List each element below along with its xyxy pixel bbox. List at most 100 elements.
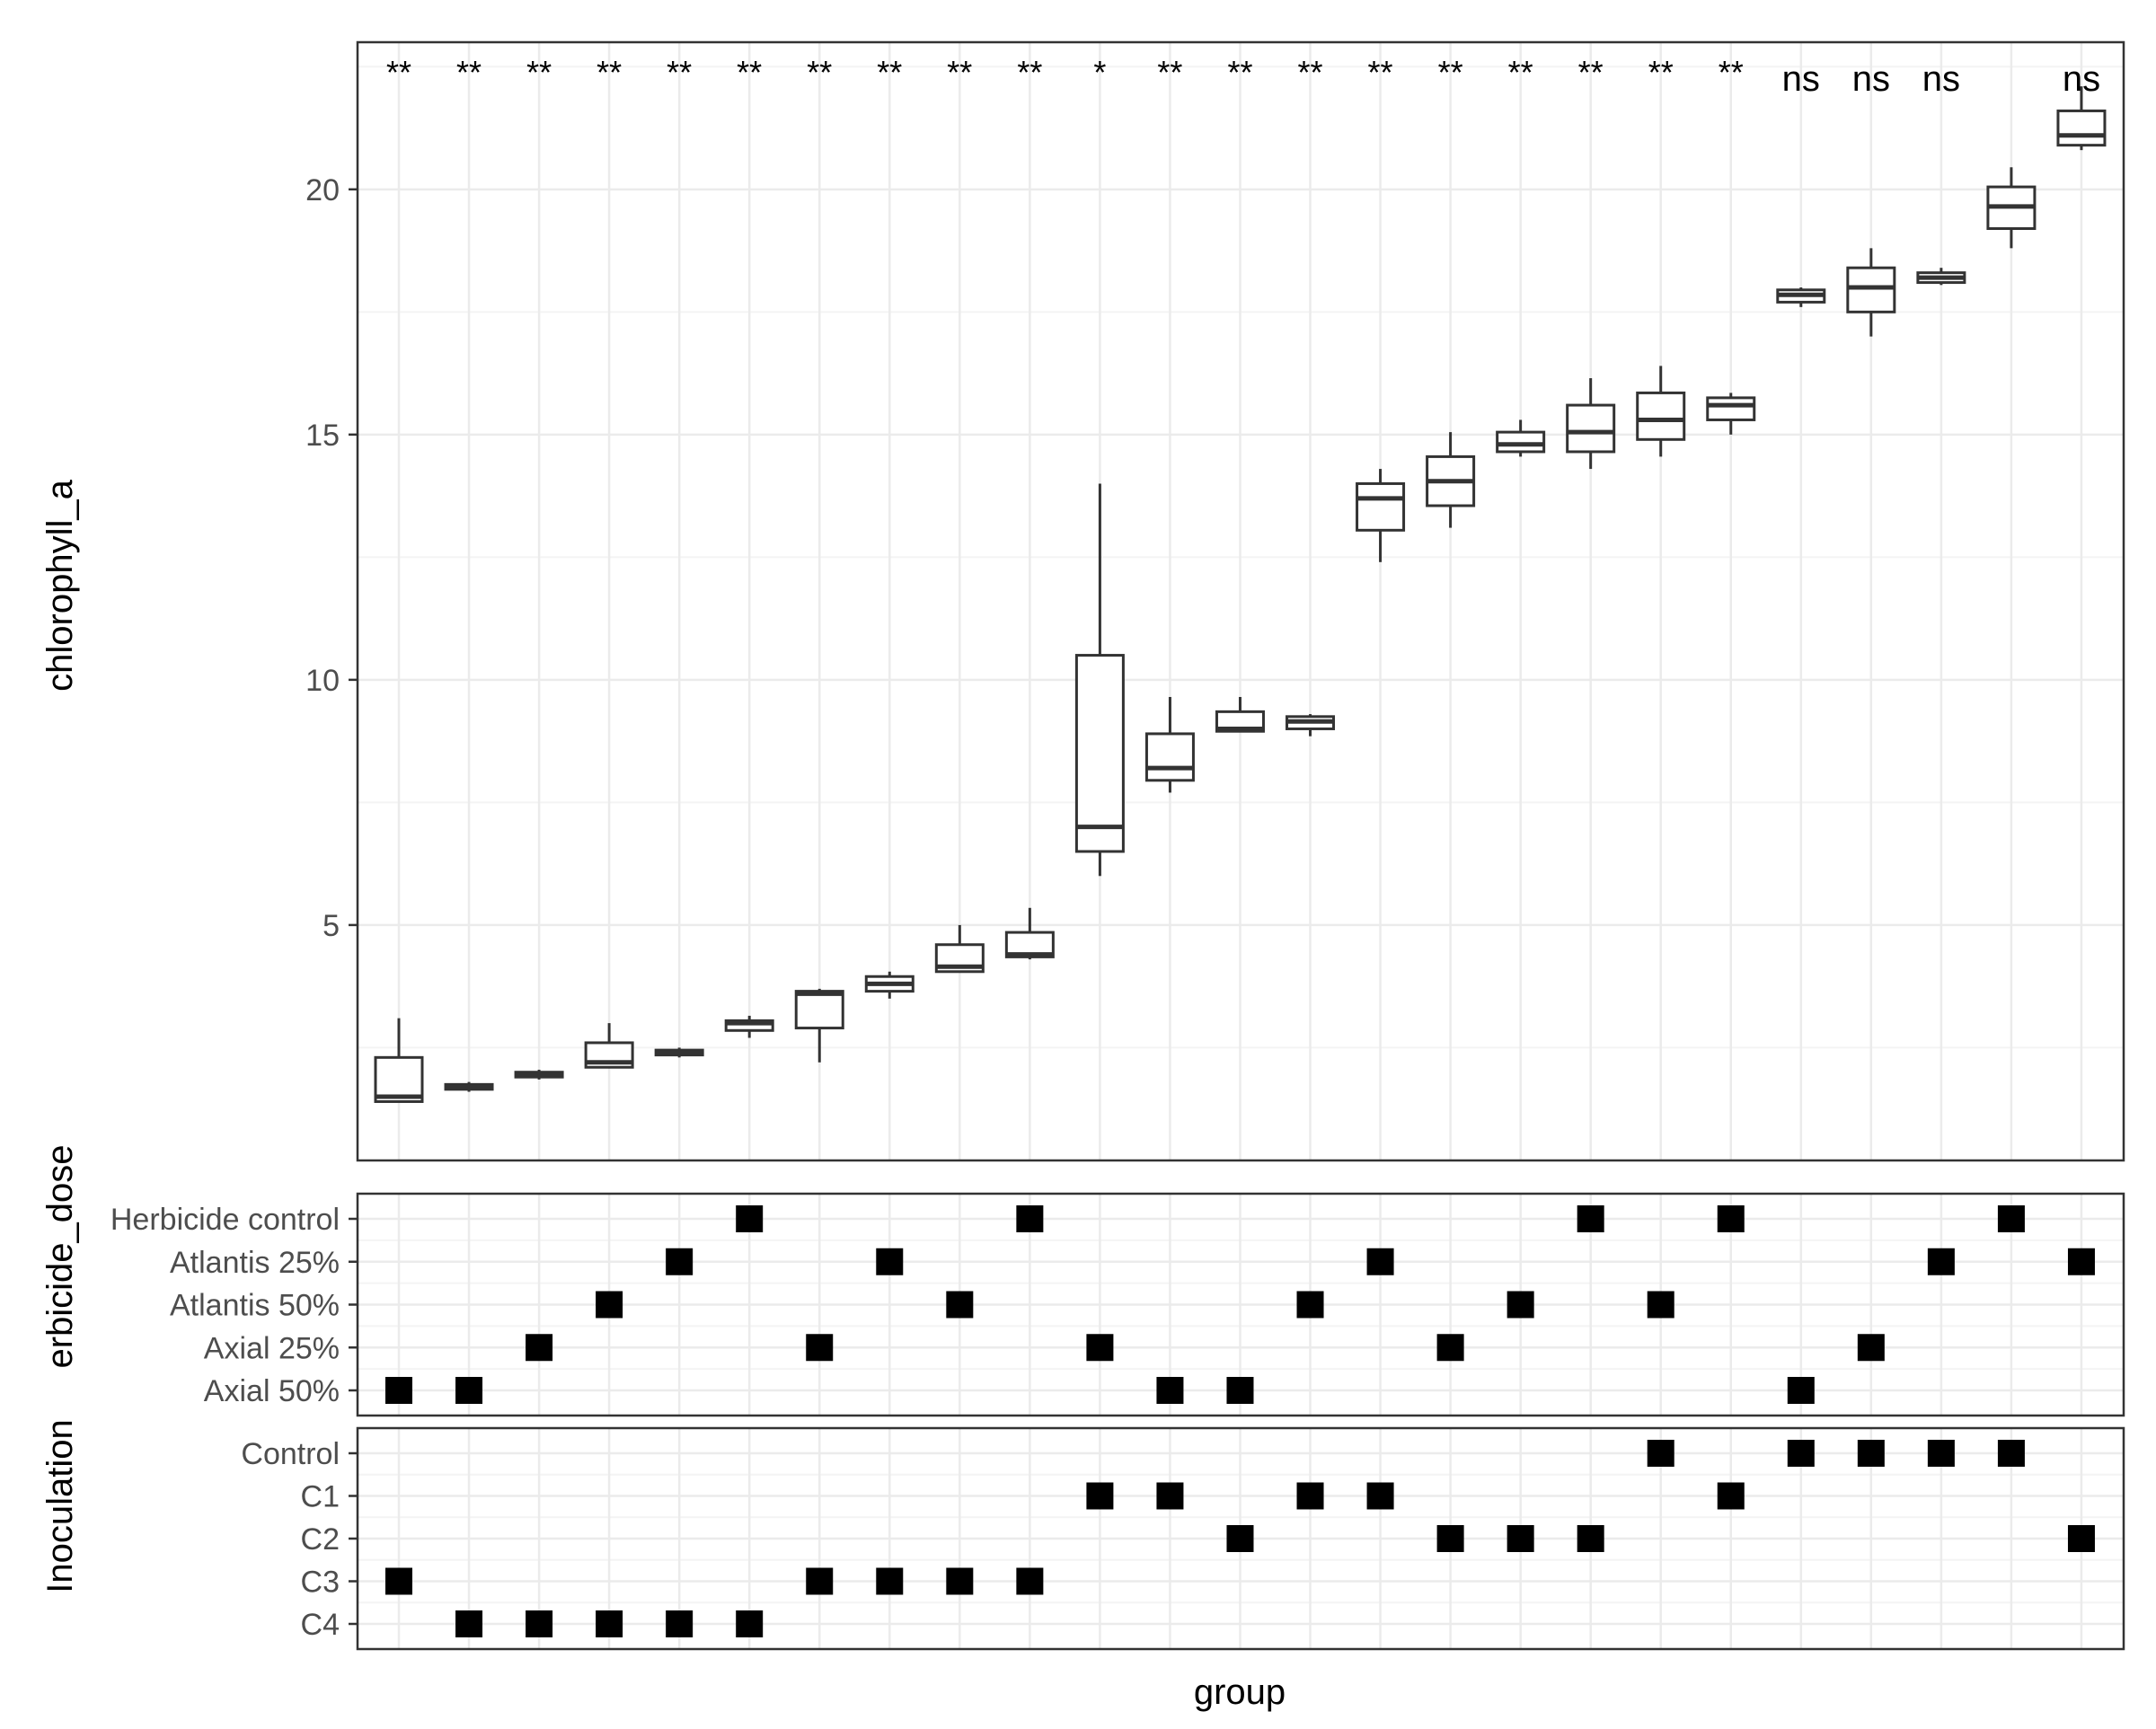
inoculation-marker <box>806 1567 834 1595</box>
inoculation-marker <box>666 1610 694 1637</box>
significance-label: ns <box>2063 59 2100 99</box>
inoculation-marker <box>1156 1482 1184 1510</box>
box-group <box>1706 393 1756 435</box>
box-group <box>1144 696 1195 793</box>
dose-marker <box>1927 1248 1955 1275</box>
dose-marker <box>1436 1334 1464 1362</box>
significance-label: ** <box>667 54 692 91</box>
box-group <box>1004 907 1055 960</box>
dose-marker <box>946 1291 974 1319</box>
dose-marker <box>1086 1334 1114 1362</box>
inoculation-marker <box>455 1610 483 1637</box>
box-group <box>1074 483 1125 877</box>
inoculation-marker <box>736 1610 764 1637</box>
inoculation-level-label: C1 <box>301 1480 340 1514</box>
inoculation-marker <box>1717 1482 1745 1510</box>
box-group <box>794 988 844 1063</box>
significance-label: * <box>1093 54 1106 91</box>
box-iqr-rect <box>1636 391 1686 441</box>
significance-label: ** <box>947 54 972 91</box>
box-group <box>584 1023 634 1069</box>
significance-label: ns <box>1922 59 1960 99</box>
significance-label: ** <box>1157 54 1182 91</box>
x-axis-label: group <box>1194 1672 1286 1712</box>
significance-label: ** <box>1648 54 1674 91</box>
box-iqr-rect <box>374 1055 424 1103</box>
significance-label: ** <box>526 54 552 91</box>
box-group <box>1356 469 1406 562</box>
inoculation-marker <box>1507 1525 1534 1552</box>
box-iqr-rect <box>1215 710 1265 733</box>
text-layer: chlorophyll_a erbicide_dose Inoculation … <box>40 54 2100 1712</box>
inoculation-marker <box>1436 1525 1464 1552</box>
inoculation-level-label: C4 <box>301 1608 340 1642</box>
dose-marker <box>1507 1291 1534 1319</box>
box-group <box>1916 268 1966 286</box>
marks-layer <box>374 86 2107 1637</box>
significance-label: ** <box>1578 54 1604 91</box>
significance-label: ** <box>1227 54 1252 91</box>
dose-level-label: Herbicide control <box>110 1203 340 1237</box>
inoculation-level-label: C3 <box>301 1566 340 1600</box>
inoculation-marker <box>1577 1525 1604 1552</box>
dose-marker <box>1577 1205 1604 1232</box>
dose-marker <box>806 1334 834 1362</box>
significance-label: ** <box>596 54 622 91</box>
dose-marker <box>596 1291 623 1319</box>
box-iqr-rect <box>1144 732 1195 782</box>
dose-marker <box>1226 1377 1254 1404</box>
dose-marker <box>736 1205 764 1232</box>
box-group <box>1986 167 2037 249</box>
box-panel-border <box>356 40 2125 1162</box>
significance-label: ** <box>386 54 411 91</box>
dose-marker <box>1647 1291 1674 1319</box>
dose-level-label: Axial 50% <box>204 1374 340 1408</box>
box-group <box>1566 378 1616 470</box>
significance-label: ** <box>1368 54 1393 91</box>
significance-label: ** <box>807 54 832 91</box>
dose-marker <box>1016 1205 1044 1232</box>
inoculation-marker <box>2067 1525 2095 1552</box>
significance-label: ** <box>1298 54 1323 91</box>
dose-marker <box>1717 1205 1745 1232</box>
box-group <box>1776 287 1826 307</box>
box-group <box>514 1069 564 1080</box>
box-group <box>724 1015 774 1038</box>
panel-frames-layer <box>349 40 2125 1651</box>
inoculation-marker <box>1647 1440 1674 1467</box>
box-group <box>2056 86 2107 151</box>
dose-level-label: Atlantis 50% <box>170 1289 340 1323</box>
inoculation-marker <box>385 1567 412 1595</box>
dose-y-axis-label: erbicide_dose <box>40 1144 80 1368</box>
dose-marker <box>2067 1248 2095 1275</box>
inoculation-marker <box>1016 1567 1044 1595</box>
box-y-tick-label: 15 <box>305 419 340 453</box>
box-iqr-rect <box>2056 109 2107 147</box>
box-group <box>934 924 985 974</box>
significance-label: ns <box>1782 59 1820 99</box>
inoculation-marker <box>876 1567 904 1595</box>
dose-marker <box>1857 1334 1885 1362</box>
dose-marker <box>1156 1377 1184 1404</box>
dose-marker <box>876 1248 904 1275</box>
inoculation-marker <box>1927 1440 1955 1467</box>
dose-marker <box>385 1377 412 1404</box>
dose-marker <box>455 1377 483 1404</box>
box-group <box>1496 419 1546 457</box>
box-iqr-rect <box>1074 654 1125 853</box>
dose-level-label: Atlantis 25% <box>170 1246 340 1280</box>
significance-label: ** <box>737 54 762 91</box>
box-iqr-rect <box>1496 430 1546 454</box>
inoculation-level-label: Control <box>241 1437 340 1471</box>
box-group <box>864 971 915 999</box>
box-group <box>654 1047 704 1058</box>
dose-marker <box>1787 1377 1815 1404</box>
significance-label: ** <box>1017 54 1042 91</box>
significance-label: ** <box>1508 54 1533 91</box>
inoculation-marker <box>596 1610 623 1637</box>
inoculation-level-label: C2 <box>301 1522 340 1557</box>
box-group <box>1286 714 1336 737</box>
inoculation-y-axis-label: Inoculation <box>40 1419 80 1592</box>
box-y-tick-label: 5 <box>323 909 340 943</box>
